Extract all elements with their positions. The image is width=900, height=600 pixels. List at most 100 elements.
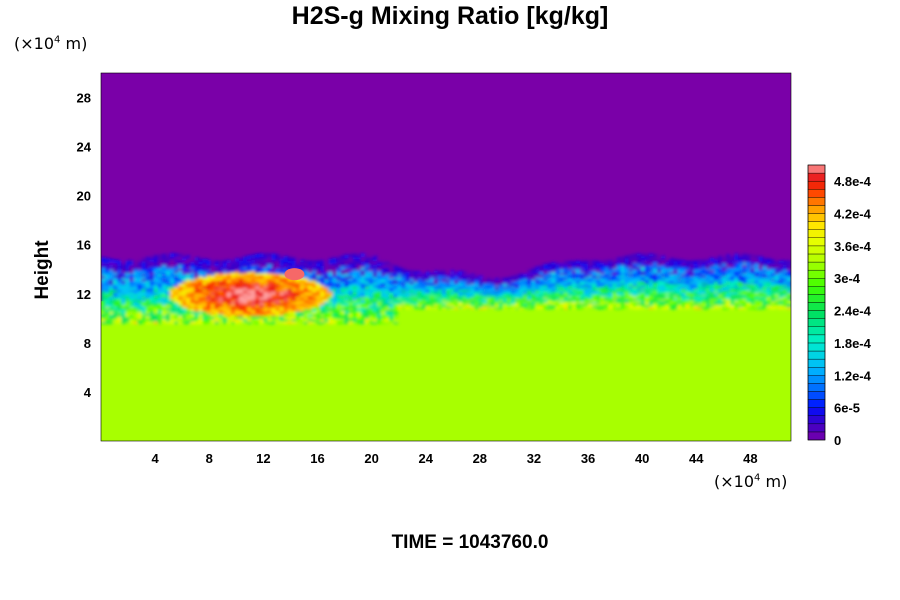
field-cell (535, 290, 541, 294)
field-cell (616, 259, 622, 263)
field-cell (214, 260, 220, 264)
field-cell (644, 304, 650, 308)
field-cell (222, 299, 228, 303)
field-cell (332, 265, 338, 269)
field-cell (600, 277, 606, 280)
field-cell (368, 302, 374, 306)
field-cell (364, 293, 370, 298)
field-cell (279, 289, 285, 293)
field-cell (165, 256, 171, 260)
field-cell (165, 312, 171, 316)
field-cell (527, 307, 533, 310)
field-cell (470, 292, 476, 295)
field-cell (174, 269, 179, 274)
field-cell (393, 301, 399, 305)
field-cell (425, 279, 431, 283)
field-cell (750, 275, 756, 279)
field-cell (592, 286, 597, 289)
field-cell (243, 266, 248, 271)
field-cell (669, 306, 675, 310)
field-cell (117, 294, 123, 298)
field-cell (267, 282, 273, 287)
field-cell (620, 274, 626, 278)
field-cell (336, 287, 342, 291)
field-cell (291, 303, 297, 307)
field-cell (681, 297, 687, 301)
field-cell (234, 263, 240, 267)
field-cell (624, 261, 630, 265)
field-cell (425, 274, 431, 277)
field-cell (377, 310, 382, 314)
field-cell (405, 289, 411, 292)
field-cell (506, 282, 512, 284)
field-cell (230, 320, 236, 325)
field-cell (381, 264, 386, 268)
field-cell (450, 290, 455, 294)
field-cell (125, 263, 131, 267)
field-cell (746, 287, 752, 291)
field-cell (510, 299, 516, 302)
field-cell (210, 311, 216, 315)
field-cell (352, 291, 358, 295)
field-cell (251, 283, 257, 288)
field-cell (486, 277, 492, 280)
field-cell (417, 294, 423, 297)
field-cell (709, 269, 715, 273)
field-cell (579, 262, 585, 266)
field-cell (778, 297, 784, 300)
field-cell (628, 260, 634, 264)
field-cell (470, 277, 476, 280)
field-cell (433, 275, 439, 278)
field-cell (393, 281, 399, 285)
field-cell (774, 261, 780, 265)
field-cell (222, 284, 228, 288)
field-cell (178, 315, 183, 319)
field-cell (364, 264, 370, 268)
field-cell (226, 274, 232, 278)
field-cell (377, 313, 382, 317)
field-cell (413, 292, 419, 295)
field-cell (636, 285, 642, 289)
field-cell (527, 286, 533, 289)
field-cell (705, 304, 711, 308)
field-cell (701, 289, 707, 293)
field-cell (117, 316, 123, 320)
field-cell (125, 291, 131, 296)
field-cell (393, 272, 399, 276)
field-cell (620, 284, 626, 288)
field-cell (299, 281, 305, 285)
field-cell (450, 289, 455, 292)
field-cell (234, 320, 240, 324)
field-cell (579, 264, 585, 267)
field-cell (746, 289, 752, 293)
field-cell (575, 279, 581, 282)
field-cell (482, 291, 488, 294)
field-cell (490, 286, 496, 289)
field-cell (186, 286, 192, 291)
field-cell (441, 271, 447, 274)
field-cell (441, 274, 447, 277)
field-cell (271, 275, 277, 279)
field-cell (657, 255, 662, 258)
field-cell (527, 292, 533, 295)
field-cell (620, 278, 626, 282)
field-cell (178, 309, 183, 314)
field-cell (628, 277, 634, 281)
field-cell (742, 304, 748, 308)
field-cell (738, 266, 744, 269)
field-cell (429, 282, 435, 285)
field-cell (758, 306, 764, 310)
field-cell (405, 292, 411, 295)
field-cell (113, 262, 119, 266)
field-cell (551, 297, 557, 301)
field-cell (137, 259, 143, 263)
field-cell (746, 285, 752, 289)
field-cell (563, 262, 569, 266)
field-cell (239, 320, 244, 324)
field-cell (689, 301, 695, 304)
field-cell (523, 300, 528, 303)
field-cell (109, 291, 114, 295)
field-cell (450, 280, 455, 283)
field-cell (243, 297, 248, 301)
field-cell (584, 299, 589, 302)
